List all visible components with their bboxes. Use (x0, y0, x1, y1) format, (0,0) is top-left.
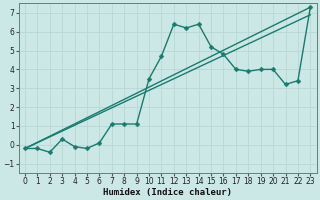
X-axis label: Humidex (Indice chaleur): Humidex (Indice chaleur) (103, 188, 232, 197)
